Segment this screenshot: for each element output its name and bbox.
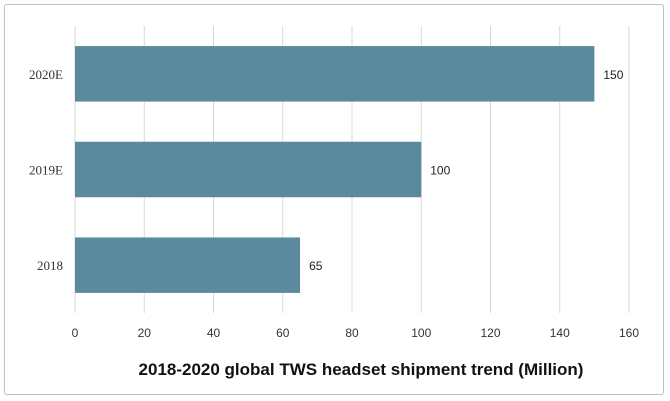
data-label: 65 — [309, 259, 323, 273]
x-tick-label: 160 — [619, 326, 639, 340]
data-label: 150 — [603, 68, 623, 82]
x-tick-label: 120 — [480, 326, 500, 340]
category-label: 2018 — [37, 258, 63, 273]
x-tick-label: 60 — [276, 326, 290, 340]
x-tick-label: 80 — [345, 326, 359, 340]
bars — [75, 46, 595, 293]
bar — [75, 237, 301, 293]
x-tick-label: 100 — [411, 326, 431, 340]
labels: 0 20 40 60 80 100 120 140 160 2020E 150 2019E 100 201… — [29, 67, 639, 340]
chart-title: 2018-2020 global TWS headset shipment tr… — [139, 360, 584, 379]
data-label: 100 — [430, 164, 450, 178]
bar — [75, 46, 595, 102]
x-tick-label: 0 — [72, 326, 79, 340]
x-tick-label: 40 — [207, 326, 221, 340]
x-tick-label: 140 — [550, 326, 570, 340]
bar — [75, 141, 422, 198]
category-label: 2019E — [29, 163, 63, 178]
category-label: 2020E — [29, 67, 63, 82]
x-tick-label: 20 — [138, 326, 152, 340]
